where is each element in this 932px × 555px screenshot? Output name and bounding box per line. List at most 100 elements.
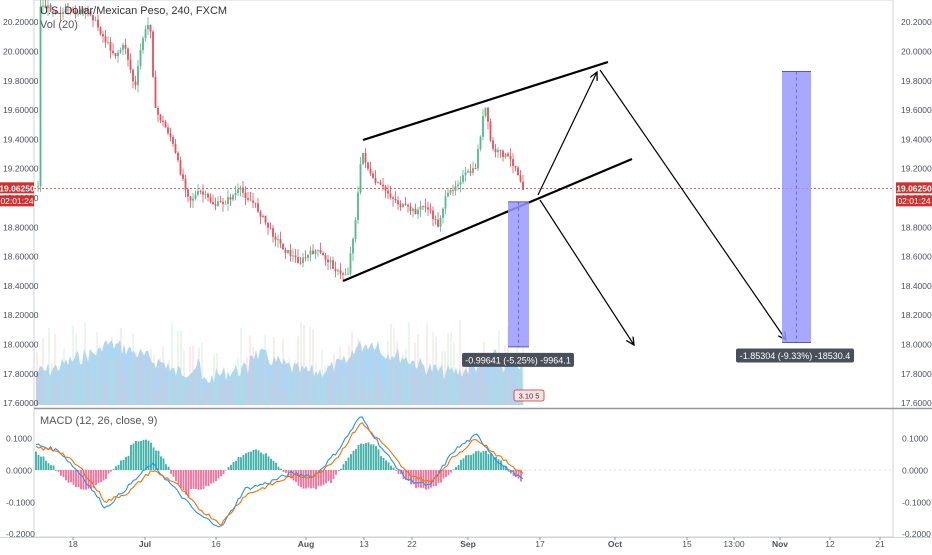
macd-hist-bar	[42, 456, 45, 470]
macd-tick-left: -0.1000	[6, 497, 35, 507]
price-tick-left: 18.00000	[3, 340, 39, 350]
macd-hist-bar	[112, 469, 115, 470]
candle-body	[162, 120, 164, 123]
macd-hist-bar	[452, 469, 455, 470]
macd-hist-bar	[512, 470, 515, 476]
macd-hist-bar	[235, 460, 237, 470]
candle-body	[107, 42, 109, 43]
candle-body	[254, 202, 257, 204]
candle-body	[339, 270, 342, 274]
macd-hist-bar	[105, 470, 107, 479]
volume-area	[36, 340, 523, 405]
macd-hist-bar	[80, 470, 82, 490]
macd-hist-bar	[400, 470, 402, 475]
candle-body	[349, 253, 352, 274]
current-price-tag-left: 19.06250	[0, 183, 35, 193]
candle-body	[42, 5, 44, 7]
candle-body	[217, 201, 219, 206]
candle-body	[169, 133, 172, 138]
candle-body	[142, 38, 144, 51]
candle-body	[82, 9, 84, 12]
macd-hist-bar	[185, 470, 187, 495]
candle-body	[384, 186, 387, 191]
time-label: 13:00	[723, 539, 745, 549]
candle-body	[277, 239, 279, 240]
macd-hist-bar	[165, 464, 167, 470]
candle-body	[292, 255, 294, 257]
price-tick-left: 19.60000	[3, 105, 39, 115]
candle-body	[152, 31, 154, 77]
macd-hist-bar	[97, 470, 100, 484]
macd-hist-bar	[262, 454, 265, 470]
macd-hist-bar	[382, 457, 385, 470]
macd-legend: MACD (12, 26, close, 9)	[40, 415, 158, 427]
macd-hist-bar	[225, 470, 227, 471]
macd-hist-bar	[90, 470, 92, 489]
candle-body	[212, 202, 214, 205]
macd-hist-bar	[317, 470, 320, 486]
price-tick-right: 17.80000	[901, 369, 932, 379]
measure-box-2	[782, 71, 811, 343]
macd-hist-bar	[342, 464, 345, 470]
macd-hist-bar	[295, 470, 297, 482]
candle-body	[47, 5, 49, 9]
price-tick-left: 18.80000	[3, 222, 39, 232]
candle-body	[519, 175, 522, 182]
price-tick-left: 18.60000	[3, 252, 39, 262]
candle-body	[229, 197, 232, 200]
price-tag-bg-right	[896, 182, 932, 194]
candle-body	[234, 193, 237, 196]
candle-body	[89, 11, 92, 16]
macd-hist-bar	[385, 460, 387, 470]
candle-body	[244, 192, 247, 199]
candle-body	[337, 270, 339, 272]
macd-hist-bar	[492, 456, 495, 470]
price-tick-left: 17.80000	[3, 369, 39, 379]
macd-hist-bar	[510, 470, 512, 474]
candle-body	[469, 171, 472, 173]
macd-hist-bar	[142, 439, 145, 470]
macd-hist-bar	[455, 467, 457, 470]
macd-hist-bar	[405, 470, 407, 480]
candle-body	[522, 181, 524, 190]
candle-body	[312, 250, 314, 255]
macd-hist-bar	[272, 461, 275, 470]
candle-body	[159, 114, 162, 121]
price-tag-bg-left	[0, 182, 34, 194]
candle-body	[284, 249, 287, 254]
candle-body	[279, 239, 282, 244]
candle-body	[489, 121, 492, 141]
macd-layer	[35, 416, 524, 528]
macd-hist-bar	[420, 470, 422, 488]
macd-hist-bar	[65, 470, 67, 481]
candle-body	[122, 44, 124, 50]
macd-hist-bar	[480, 452, 482, 470]
candle-body	[357, 192, 359, 221]
price-tick-right: 18.80000	[901, 222, 932, 232]
candle-body	[412, 208, 414, 211]
candle-body	[179, 160, 182, 175]
candle-body	[59, 13, 62, 15]
candle-body	[202, 191, 204, 195]
candle-body	[302, 257, 304, 264]
candle-body	[62, 11, 64, 15]
macd-hist-bar	[442, 470, 445, 479]
macd-hist-bar	[280, 468, 282, 470]
macd-hist-bar	[167, 466, 170, 470]
macd-hist-bar	[465, 455, 467, 470]
candle-body	[344, 273, 347, 275]
macd-tick-left: -0.2000	[6, 529, 35, 539]
countdown-tag-left: 02:01:24	[0, 196, 33, 206]
macd-hist-bar	[157, 450, 160, 470]
macd-hist-bar	[255, 449, 257, 470]
candle-layer	[37, 0, 524, 281]
price-tick-left: 19.80000	[3, 76, 39, 86]
macd-hist-bar	[160, 456, 162, 470]
macd-hist-bar	[285, 470, 287, 473]
candle-body	[307, 254, 309, 258]
candle-body	[379, 182, 382, 185]
candle-body	[497, 149, 499, 153]
candle-body	[224, 203, 227, 205]
